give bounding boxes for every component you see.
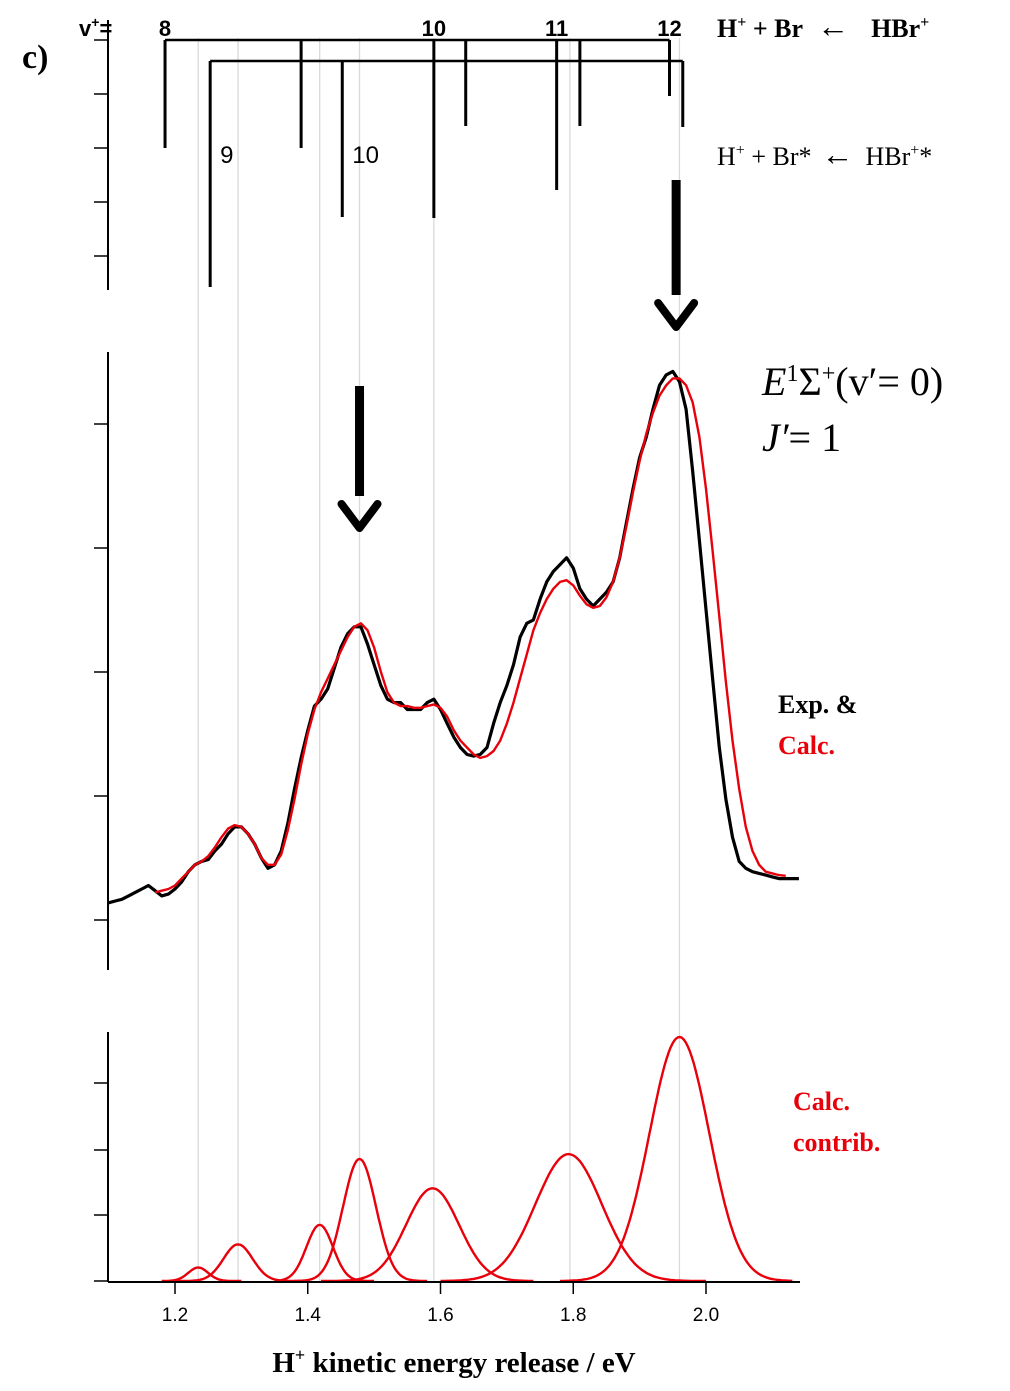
lower-level-label-0: 9 [220, 142, 233, 169]
panel-label: c) [22, 39, 48, 76]
v-plus-label: v+= [79, 14, 112, 41]
contributions-panel: Calc. contrib. [94, 1032, 880, 1283]
lower-series-label: H+ + Br* ← HBr+* [717, 136, 932, 172]
upper-level-label-4: 11 [545, 16, 568, 41]
contribution-curve-3 [294, 1157, 428, 1283]
x-axis-ticks: 1.2 1.4 1.6 1.8 2.0 [162, 1282, 719, 1326]
x-axis: 1.2 1.4 1.6 1.8 2.0 H+ kinetic energy releas… [108, 1281, 800, 1379]
peak-arrows [337, 180, 699, 532]
contribution-curve-6 [560, 1035, 793, 1283]
j-label: J′= 1 [762, 415, 841, 460]
ladder-axis-ticks [94, 39, 108, 257]
energy-level-ladder: v+= 8 10 11 12 9 10 H+ + Br ← HBr+ H+ + Br* ← HB… [79, 8, 932, 290]
contribution-curves [161, 1035, 793, 1283]
upper-level-label-2: 10 [422, 16, 446, 41]
contribution-curve-1 [175, 1243, 308, 1283]
x-tick-label-4: 2.0 [693, 1305, 719, 1326]
x-tick-label-3: 1.8 [560, 1305, 586, 1326]
x-tick-label-1: 1.4 [295, 1305, 322, 1326]
upper-series-levels: 8 10 11 12 [159, 16, 682, 218]
x-tick-label-2: 1.6 [427, 1305, 453, 1326]
legend-calc: Calc. [778, 731, 835, 760]
contrib-y-axis-ticks [94, 1082, 108, 1282]
state-label: E1Σ+(v′= 0) [761, 359, 943, 404]
upper-level-label-0: 8 [159, 16, 171, 41]
legend-contrib-line2: contrib. [793, 1128, 880, 1157]
lower-series-levels: 9 10 [208, 59, 685, 287]
x-axis-label: H+ kinetic energy release / eV [272, 1345, 635, 1379]
legend-contrib-line1: Calc. [793, 1087, 850, 1116]
series-exp-line [108, 369, 799, 905]
upper-level-label-6: 12 [657, 16, 681, 41]
main-series [108, 369, 799, 905]
gridlines [197, 38, 681, 1282]
spectrum-panel: E1Σ+(v′= 0) J′= 1 Exp. & Calc. [94, 180, 943, 970]
arrow-head-0 [337, 500, 382, 532]
upper-series-label: H+ + Br ← HBr+ [717, 8, 929, 44]
series-calc-line [154, 377, 786, 894]
contribution-curve-4 [321, 1187, 534, 1283]
contribution-curve-5 [440, 1152, 706, 1283]
main-y-axis-ticks [94, 423, 108, 921]
lower-level-label-1: 10 [352, 142, 379, 169]
x-tick-label-0: 1.2 [162, 1305, 188, 1326]
arrow-head-1 [654, 299, 699, 331]
legend-exp: Exp. & [778, 690, 857, 719]
